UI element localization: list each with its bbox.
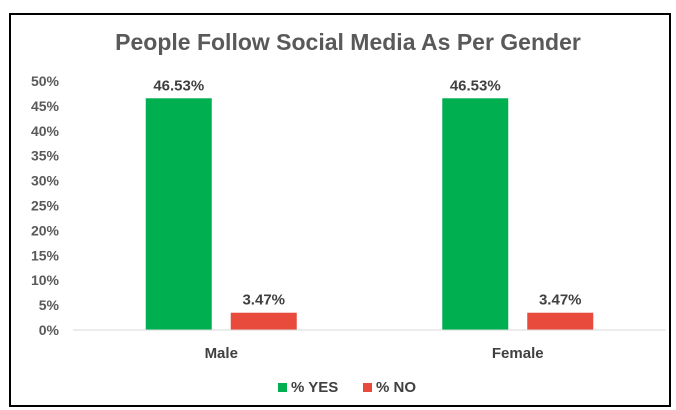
y-tick-label: 15%: [31, 247, 60, 263]
x-category-label: Female: [492, 345, 544, 362]
y-tick-label: 0%: [39, 322, 60, 338]
y-tick-label: 40%: [31, 123, 60, 139]
bar-yes-female: [442, 98, 509, 330]
y-tick-label: 5%: [39, 297, 60, 313]
data-label: 46.53%: [450, 77, 501, 94]
y-tick-label: 35%: [31, 148, 60, 164]
data-label: 3.47%: [242, 292, 285, 309]
bar-yes-male: [145, 98, 212, 330]
y-tick-label: 50%: [31, 73, 60, 89]
bars: 46.53% 3.47% 46.53% 3.47%: [145, 77, 594, 330]
y-tick-label: 30%: [31, 173, 60, 189]
y-tick-label: 10%: [31, 272, 60, 288]
bar-no-female: [527, 312, 594, 330]
legend-label: % YES: [291, 379, 338, 396]
y-tick-label: 20%: [31, 222, 60, 238]
legend: % YES % NO: [278, 379, 416, 396]
y-tick-label: 45%: [31, 98, 60, 114]
data-label: 3.47%: [539, 292, 582, 309]
legend-swatch: [278, 383, 287, 392]
data-label: 46.53%: [153, 77, 204, 94]
y-axis: 0% 5% 10% 15% 20% 25% 30% 35% 40% 45% 50%: [31, 73, 60, 338]
x-category-label: Male: [205, 345, 238, 362]
chart-frame: [9, 13, 671, 407]
chart-title: People Follow Social Media As Per Gender: [115, 29, 581, 55]
x-axis: Male Female: [73, 329, 666, 362]
legend-label: % NO: [376, 379, 416, 396]
legend-swatch: [363, 383, 372, 392]
y-tick-label: 25%: [31, 198, 60, 214]
bar-no-male: [230, 312, 297, 330]
